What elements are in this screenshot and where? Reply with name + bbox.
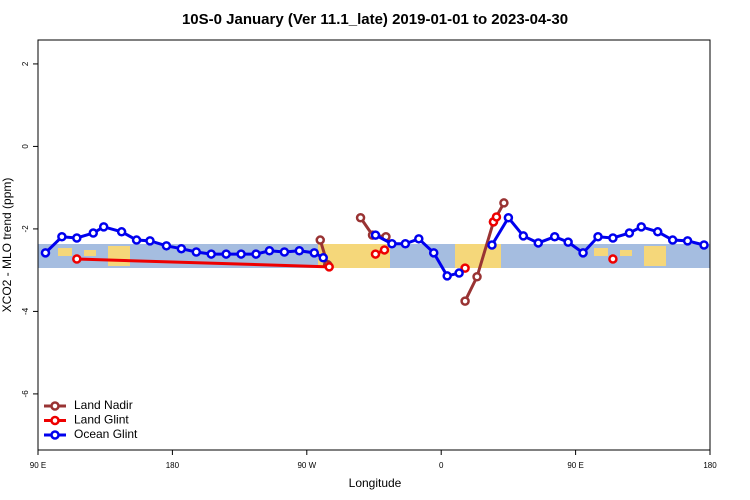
- data-point: [116, 227, 127, 237]
- data-point: [624, 228, 635, 238]
- data-point: [699, 240, 709, 250]
- plot-frame: [37, 39, 711, 451]
- x-axis-label: Longitude: [349, 476, 402, 490]
- data-point: [428, 248, 439, 258]
- data-point: [608, 233, 618, 243]
- data-point: [72, 254, 82, 264]
- data-point: [206, 249, 216, 259]
- x-tick-label: 90 W: [297, 461, 316, 470]
- data-point: [503, 213, 514, 223]
- data-point: [370, 249, 381, 259]
- data-point: [221, 249, 231, 259]
- data-point: [533, 238, 544, 248]
- legend-marker: [50, 401, 60, 411]
- data-point: [264, 246, 275, 256]
- x-tick-label: 180: [166, 461, 180, 470]
- data-point: [315, 235, 325, 245]
- y-tick-label: 2: [21, 61, 30, 66]
- data-point: [667, 235, 678, 245]
- data-point: [379, 245, 390, 255]
- data-point: [460, 296, 470, 306]
- data-point: [161, 241, 172, 251]
- data-point: [370, 230, 381, 240]
- data-point: [355, 213, 366, 223]
- data-point: [460, 263, 470, 273]
- data-point: [518, 231, 529, 241]
- data-point: [578, 248, 588, 258]
- x-tick-label: 90 E: [30, 461, 46, 470]
- data-point: [72, 233, 82, 243]
- data-point: [324, 262, 334, 272]
- y-tick-label: 0: [21, 144, 30, 149]
- data-point: [387, 239, 397, 249]
- data-point: [318, 253, 328, 263]
- data-point: [549, 232, 560, 242]
- chart-title: 10S-0 January (Ver 11.1_late) 2019-01-01…: [182, 11, 568, 28]
- legend-label: Land Glint: [74, 413, 129, 427]
- x-tick-label: 90 E: [567, 461, 583, 470]
- data-point: [593, 232, 603, 242]
- data-point: [487, 240, 497, 250]
- data-point: [145, 236, 155, 246]
- data-point: [472, 272, 482, 282]
- data-point: [279, 247, 290, 257]
- data-point: [652, 227, 663, 237]
- data-point: [40, 248, 51, 258]
- data-point: [251, 249, 261, 259]
- data-point: [563, 237, 573, 247]
- map-strip: [38, 244, 710, 268]
- legend-marker: [50, 415, 60, 426]
- legend-label: Land Nadir: [74, 398, 133, 412]
- data-point: [491, 212, 502, 222]
- data-point: [442, 271, 452, 281]
- data-point: [57, 232, 67, 242]
- data-point: [98, 222, 109, 232]
- data-point: [608, 254, 618, 264]
- y-tick-label: -2: [21, 225, 30, 233]
- data-point: [294, 246, 305, 256]
- data-point: [499, 198, 509, 208]
- data-point: [682, 236, 693, 246]
- data-point: [131, 235, 142, 245]
- legend-label: Ocean Glint: [74, 427, 138, 441]
- y-tick-label: -4: [21, 307, 30, 315]
- y-axis-label: XCO2 - MLO trend (ppm): [0, 178, 14, 313]
- data-point: [309, 248, 320, 258]
- x-tick-label: 0: [439, 461, 444, 470]
- x-tick-label: 180: [703, 461, 717, 470]
- y-tick-label: -6: [21, 390, 30, 398]
- data-point: [236, 249, 246, 259]
- data-point: [414, 234, 424, 244]
- data-point: [88, 228, 99, 238]
- data-point: [176, 243, 187, 254]
- data-point: [454, 268, 464, 278]
- legend-marker: [50, 430, 60, 440]
- data-point: [191, 247, 202, 257]
- data-point: [636, 222, 647, 232]
- data-point: [400, 239, 411, 249]
